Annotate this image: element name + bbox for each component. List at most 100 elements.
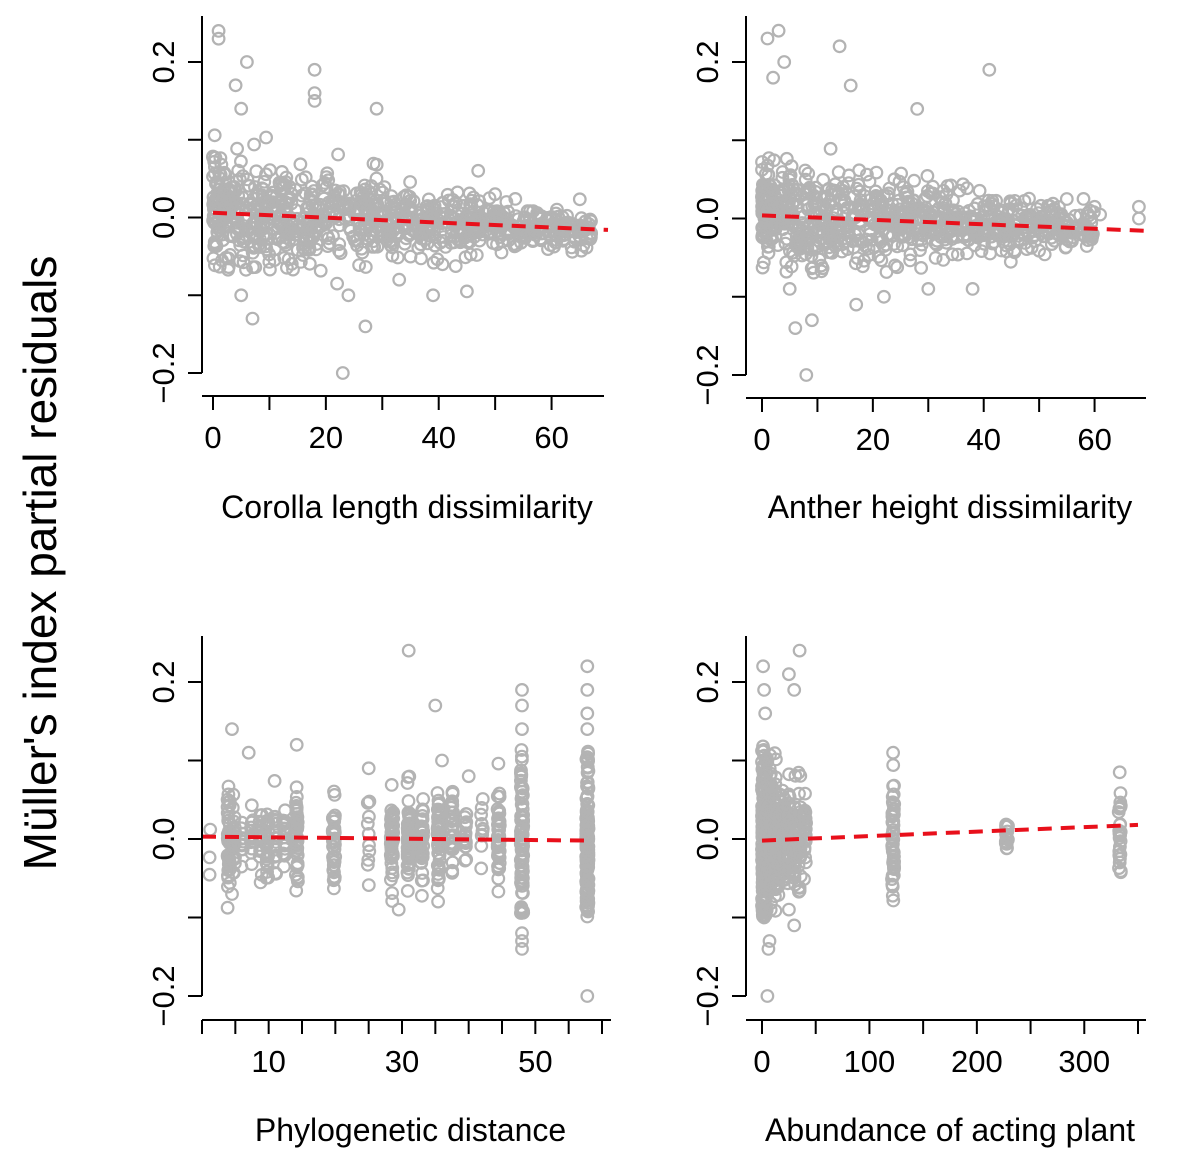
data-point (276, 821, 291, 836)
data-point (499, 195, 514, 209)
x-tick-label: 0 (204, 420, 221, 455)
data-point (788, 221, 803, 236)
data-point (998, 836, 1013, 851)
data-point (515, 934, 529, 948)
data-point (1076, 191, 1091, 206)
data-point (760, 206, 775, 221)
data-point (257, 229, 271, 244)
data-point (491, 756, 506, 771)
data-point (782, 667, 796, 682)
data-point (241, 178, 256, 193)
data-point (361, 878, 376, 892)
data-point (798, 163, 813, 178)
data-point (233, 154, 248, 169)
data-point (317, 213, 332, 228)
data-point (391, 902, 406, 917)
data-point (515, 749, 529, 764)
data-point (302, 256, 317, 271)
fit-line-anther (761, 213, 1151, 233)
data-point (399, 231, 414, 246)
data-point (247, 137, 262, 152)
data-point (211, 23, 226, 38)
data-point (358, 319, 373, 334)
data-point (384, 195, 399, 210)
y-tick-label: 0.2 (146, 660, 181, 703)
data-point (984, 196, 999, 211)
data-point (960, 181, 974, 196)
data-point (906, 193, 921, 208)
data-point (982, 62, 997, 77)
data-point (401, 817, 416, 831)
data-point (580, 722, 595, 736)
data-point (890, 260, 905, 275)
data-point (441, 193, 456, 208)
data-point (852, 184, 867, 199)
data-point (220, 900, 235, 915)
data-point (211, 219, 226, 234)
x-axis-title-abundance: Abundance of acting plant (765, 1112, 1135, 1148)
data-point (458, 829, 473, 843)
data-point (448, 259, 463, 274)
data-point (445, 855, 460, 870)
data-point (261, 197, 276, 211)
x-axis-phylo: 10 30 50 (201, 1019, 611, 1079)
data-point (449, 195, 464, 210)
y-tick-label: 0.2 (146, 40, 181, 83)
data-point (767, 746, 782, 761)
data-point (1093, 207, 1107, 222)
data-point (367, 239, 382, 254)
data-point (327, 865, 341, 880)
data-point (415, 888, 429, 903)
data-point (482, 191, 497, 206)
x-axis-abundance: 0 100 200 300 (746, 1019, 1146, 1079)
data-point (581, 854, 596, 869)
data-point (951, 247, 965, 262)
data-point (782, 282, 797, 296)
data-point (903, 253, 917, 268)
data-point (304, 220, 319, 235)
data-point (244, 197, 259, 212)
data-point (814, 264, 829, 279)
data-point (1112, 855, 1127, 870)
data-point (289, 800, 304, 815)
data-point (561, 218, 576, 233)
data-point (492, 823, 507, 837)
data-point (755, 155, 769, 169)
data-point (286, 262, 300, 277)
data-point (1037, 247, 1052, 262)
data-point (491, 849, 505, 863)
data-point (755, 162, 769, 177)
data-point (887, 236, 901, 251)
data-point (233, 254, 248, 269)
x-tick-label: 200 (951, 1044, 1003, 1079)
data-point (1112, 801, 1127, 816)
data-point (782, 172, 797, 187)
data-point (330, 276, 345, 291)
data-point (869, 165, 884, 180)
data-point (781, 787, 796, 802)
chart-panel-abundance: −0.2 0.0 0.2 0 100 200 300 Abundance of acting … (690, 636, 1146, 1148)
data-point (960, 246, 974, 261)
data-point (886, 745, 900, 760)
data-point (307, 93, 322, 108)
data-point (1131, 199, 1146, 214)
data-point (533, 210, 548, 225)
data-point (580, 765, 595, 780)
data-point (426, 288, 441, 303)
data-point (228, 78, 243, 93)
data-point (260, 865, 275, 879)
data-point (840, 200, 855, 215)
data-point (415, 802, 430, 817)
panels-group: −0.2 0.0 0.2 0 20 40 60 Corolla length dissimil… (146, 16, 1151, 1148)
data-point (431, 846, 446, 861)
data-point (550, 202, 564, 217)
data-point (1131, 211, 1146, 226)
data-point (431, 811, 445, 825)
data-point (793, 207, 808, 221)
data-point (384, 205, 399, 219)
data-point (415, 850, 430, 864)
data-point (234, 101, 249, 116)
data-point (460, 284, 474, 299)
data-point (879, 237, 894, 252)
data-point (440, 187, 455, 202)
